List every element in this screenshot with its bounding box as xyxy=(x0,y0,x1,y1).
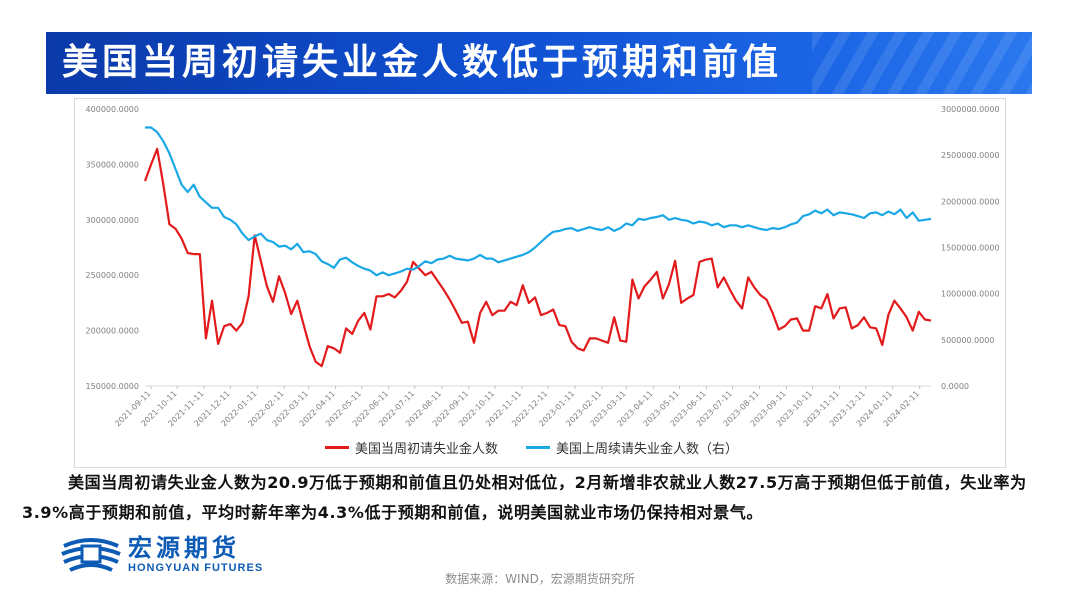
y-right-tick-label: 1500000.0000 xyxy=(941,244,1000,253)
legend-swatch-blue xyxy=(526,445,551,449)
y-right-tick-label: 500000.0000 xyxy=(941,336,994,345)
legend-item-initial-claims: 美国当周初请失业金人数 xyxy=(325,438,498,457)
logo-name-cn: 宏源期货 xyxy=(128,533,240,562)
summary-paragraph: 美国当周初请失业金人数为20.9万低于预期和前值且仍处相对低位，2月新增非农就业… xyxy=(22,473,1027,522)
y-left-tick-label: 200000.0000 xyxy=(86,327,139,336)
legend-label-initial-claims: 美国当周初请失业金人数 xyxy=(355,441,499,457)
y-right-tick-label: 2500000.0000 xyxy=(941,151,1000,160)
initial-claims-line xyxy=(143,147,932,368)
y-left-tick-label: 300000.0000 xyxy=(86,216,139,225)
page-title: 美国当周初请失业金人数低于预期和前值 xyxy=(62,42,783,83)
legend-label-continuing-claims: 美国上周续请失业金人数（右） xyxy=(556,441,739,457)
legend-swatch-red xyxy=(325,445,349,449)
title-banner: 美国当周初请失业金人数低于预期和前值 xyxy=(46,32,1032,94)
y-right-tick-label: 2000000.0000 xyxy=(941,197,1000,206)
hongyuan-logo-icon xyxy=(61,538,121,572)
line-chart: 400000.0000 350000.0000 300000.0000 250000.… xyxy=(86,105,1000,428)
y-right-tick-label: 1000000.0000 xyxy=(941,290,1000,299)
continuing-claims-line xyxy=(145,126,932,277)
chart-area: 400000.0000 350000.0000 300000.0000 250000.… xyxy=(74,98,1006,468)
legend-item-continuing-claims: 美国上周续请失业金人数（右） xyxy=(526,438,738,457)
company-logo: 宏源期货 HONGYUAN FUTURES xyxy=(60,530,263,578)
y-left-tick-label: 150000.0000 xyxy=(86,382,139,391)
data-source: 数据来源：WIND，宏源期货研究所 xyxy=(445,572,635,586)
y-left-tick-label: 250000.0000 xyxy=(86,271,139,280)
y-right-tick-label: 3000000.0000 xyxy=(941,105,1000,114)
y-right-tick-label: 0.0000 xyxy=(941,382,969,391)
logo-name-en: HONGYUAN FUTURES xyxy=(128,561,264,574)
y-left-tick-label: 350000.0000 xyxy=(86,160,139,169)
y-left-tick-label: 400000.0000 xyxy=(86,105,139,114)
chart-legend: 美国当周初请失业金人数 美国上周续请失业金人数（右） xyxy=(325,437,738,457)
